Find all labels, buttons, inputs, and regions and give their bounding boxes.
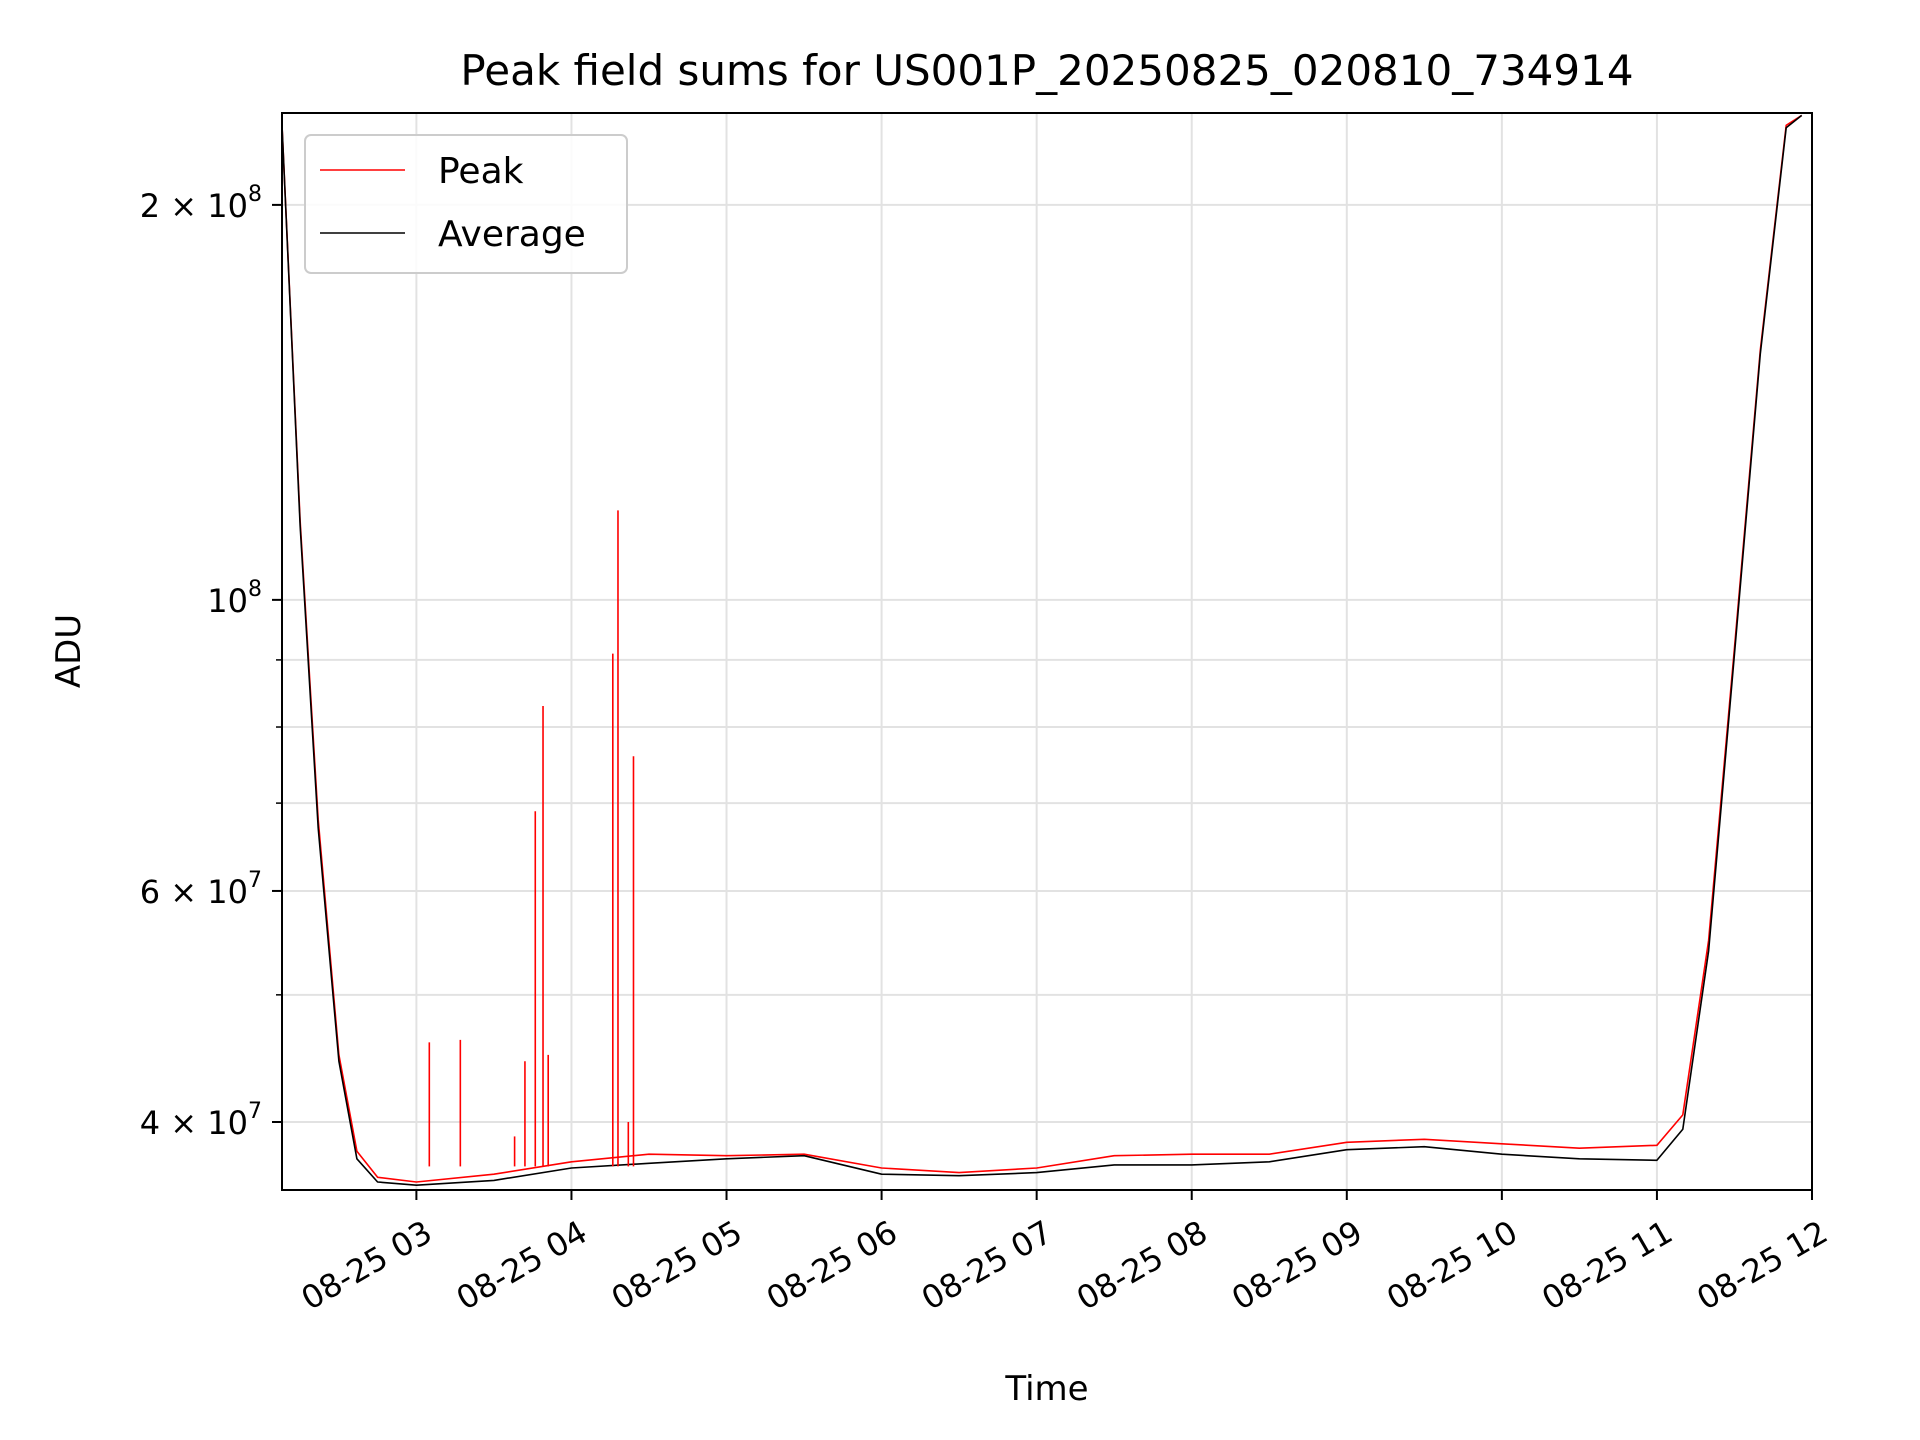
x-tick-label: 08-25 12 — [1690, 1213, 1834, 1318]
chart-title: Peak field sums for US001P_20250825_0208… — [460, 46, 1633, 95]
grid-lines — [282, 113, 1813, 1190]
x-tick-label: 08-25 05 — [605, 1213, 749, 1318]
x-tick-label: 08-25 03 — [295, 1213, 439, 1318]
x-axis-label: Time — [1004, 1369, 1088, 1409]
legend-label-peak: Peak — [438, 151, 524, 192]
legend-label-average: Average — [438, 214, 586, 255]
x-tick-label: 08-25 07 — [915, 1213, 1059, 1318]
x-tick-label: 08-25 08 — [1070, 1213, 1214, 1318]
plot-frame — [281, 112, 1813, 1191]
plot-area — [282, 114, 1803, 1186]
y-tick-label: 108 — [207, 577, 262, 620]
x-axis: 08-25 03 08-25 04 08-25 05 08-25 06 08-25 07… — [295, 1190, 1834, 1318]
series-line-average — [282, 114, 1803, 1186]
x-tick-label: 08-25 09 — [1225, 1213, 1369, 1318]
y-tick-label: 4 × 107 — [140, 1099, 262, 1142]
series-line-peak — [282, 114, 1803, 1183]
x-tick-label: 08-25 06 — [760, 1213, 904, 1318]
y-axis-label: ADU — [49, 614, 89, 688]
y-axis: 4 × 107 6 × 107 108 2 × 108 — [140, 182, 282, 1142]
y-tick-label: 6 × 107 — [140, 868, 262, 911]
legend: Peak Average — [304, 134, 628, 274]
x-tick-label: 08-25 10 — [1380, 1213, 1524, 1318]
x-tick-label: 08-25 11 — [1535, 1213, 1679, 1318]
x-tick-label: 08-25 04 — [450, 1213, 594, 1318]
y-tick-label: 2 × 108 — [140, 182, 262, 225]
